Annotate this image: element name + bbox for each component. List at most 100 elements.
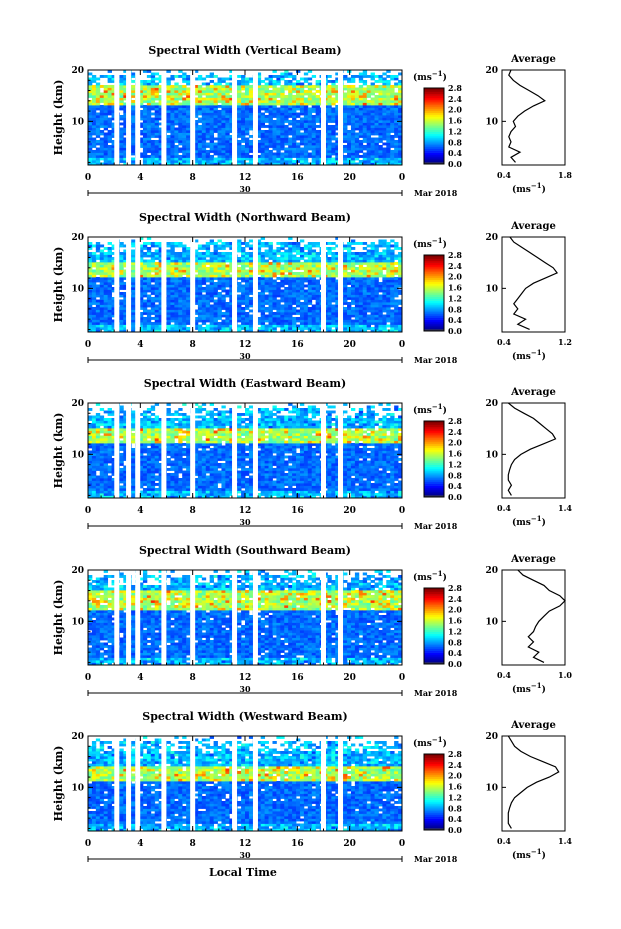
heatmap-cell <box>245 82 250 86</box>
heatmap-cell <box>205 249 211 253</box>
heatmap-cell <box>311 110 317 113</box>
heatmap-cell <box>221 122 226 126</box>
heatmap-cell <box>350 242 356 245</box>
heatmap-cell <box>366 127 372 131</box>
heatmap-cell <box>103 257 109 260</box>
heatmap-cell <box>264 160 269 163</box>
heatmap-cell <box>107 297 112 300</box>
heatmap-cell <box>225 307 230 310</box>
heatmap-cell <box>186 262 191 265</box>
heatmap-cell <box>158 87 163 91</box>
heatmap-cell <box>354 317 360 320</box>
heatmap-cell <box>182 257 187 260</box>
heatmap-cell <box>123 95 128 98</box>
heatmap-cell <box>303 152 309 156</box>
heatmap-cell <box>280 97 285 101</box>
heatmap-cell <box>256 105 262 108</box>
heatmap-cell <box>229 147 234 151</box>
heatmap-cell <box>366 125 372 128</box>
heatmap-cell <box>394 127 399 131</box>
heatmap-cell <box>107 314 112 318</box>
heatmap-cell <box>268 264 273 268</box>
heatmap-cell <box>398 100 403 103</box>
heatmap-cell <box>119 319 124 323</box>
heatmap-cell <box>394 160 399 163</box>
heatmap-cell <box>225 282 230 285</box>
heatmap-cell <box>201 279 207 283</box>
heatmap-cell <box>186 317 191 320</box>
heatmap-cell <box>280 110 285 113</box>
heatmap-cell <box>158 322 163 325</box>
heatmap-cell <box>193 279 199 283</box>
heatmap-cell <box>268 115 273 118</box>
heatmap-cell <box>296 127 301 131</box>
heatmap-cell <box>303 157 309 161</box>
heatmap-cell <box>347 135 352 138</box>
heatmap-cell <box>374 117 379 121</box>
heatmap-cell <box>229 110 234 113</box>
heatmap-cell <box>378 100 383 103</box>
heatmap-cell <box>272 254 277 258</box>
heatmap-cell <box>276 130 281 133</box>
heatmap-cell <box>374 147 379 151</box>
heatmap-cell <box>347 80 352 83</box>
heatmap-cell <box>288 329 293 333</box>
heatmap-cell <box>213 302 218 305</box>
heatmap-cell <box>296 324 301 328</box>
heatmap-cell <box>256 259 262 263</box>
heatmap-cell <box>256 319 262 323</box>
heatmap-cell <box>154 327 160 330</box>
heatmap-cell <box>139 262 144 265</box>
heatmap-cell <box>111 262 116 265</box>
heatmap-cell <box>394 75 399 78</box>
heatmap-cell <box>182 299 187 303</box>
heatmap-cell <box>268 95 273 98</box>
heatmap-cell <box>205 302 211 305</box>
heatmap-cell <box>347 102 352 106</box>
heatmap-cell <box>131 112 136 116</box>
heatmap-cell <box>182 135 187 138</box>
heatmap-cell <box>390 137 395 141</box>
heatmap-cell <box>205 309 211 313</box>
heatmap-cell <box>354 102 360 106</box>
heatmap-cell <box>248 107 254 111</box>
heatmap-cell <box>248 85 254 88</box>
heatmap-cell <box>178 132 183 136</box>
heatmap-cell <box>343 267 348 270</box>
heatmap-cell <box>193 102 199 106</box>
heatmap-cell <box>221 272 226 275</box>
heatmap-cell <box>394 105 399 108</box>
heatmap-cell <box>225 292 230 295</box>
heatmap-cell <box>264 277 269 280</box>
heatmap-cell <box>158 110 163 113</box>
heatmap-cell <box>307 264 313 268</box>
heatmap-cell <box>327 264 332 268</box>
heatmap-cell <box>158 259 163 263</box>
heatmap-cell <box>217 254 222 258</box>
heatmap-cell <box>284 259 289 263</box>
heatmap-cell <box>292 254 297 258</box>
heatmap-cell <box>280 85 285 88</box>
heatmap-cell <box>213 110 218 113</box>
heatmap-cell <box>307 324 313 328</box>
heatmap-cell <box>331 162 336 166</box>
heatmap-cell <box>150 157 156 161</box>
heatmap-cell <box>315 254 320 258</box>
heatmap-cell <box>174 274 179 278</box>
heatmap-cell <box>260 322 266 325</box>
heatmap-cell <box>158 115 163 118</box>
heatmap-cell <box>292 122 297 126</box>
heatmap-cell <box>292 302 297 305</box>
heatmap-cell <box>150 82 156 86</box>
heatmap-cell <box>123 152 128 156</box>
heatmap-cell <box>123 150 128 153</box>
heatmap-cell <box>150 302 156 305</box>
heatmap-cell <box>237 160 242 163</box>
heatmap-cell <box>280 289 285 293</box>
heatmap-cell <box>358 127 364 131</box>
heatmap-cell <box>131 100 136 103</box>
heatmap-cell <box>343 302 348 305</box>
heatmap-cell <box>347 297 352 300</box>
heatmap-cell <box>311 132 317 136</box>
heatmap-cell <box>398 160 403 163</box>
